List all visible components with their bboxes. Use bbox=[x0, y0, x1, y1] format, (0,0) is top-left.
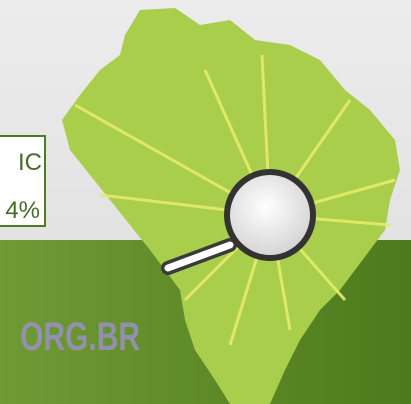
callout-text: IC bbox=[18, 149, 42, 176]
magnifier bbox=[161, 169, 316, 275]
callout-box bbox=[0, 135, 46, 227]
footer-url: ORG.BR bbox=[20, 315, 140, 359]
callout-text: 4% bbox=[5, 197, 40, 224]
